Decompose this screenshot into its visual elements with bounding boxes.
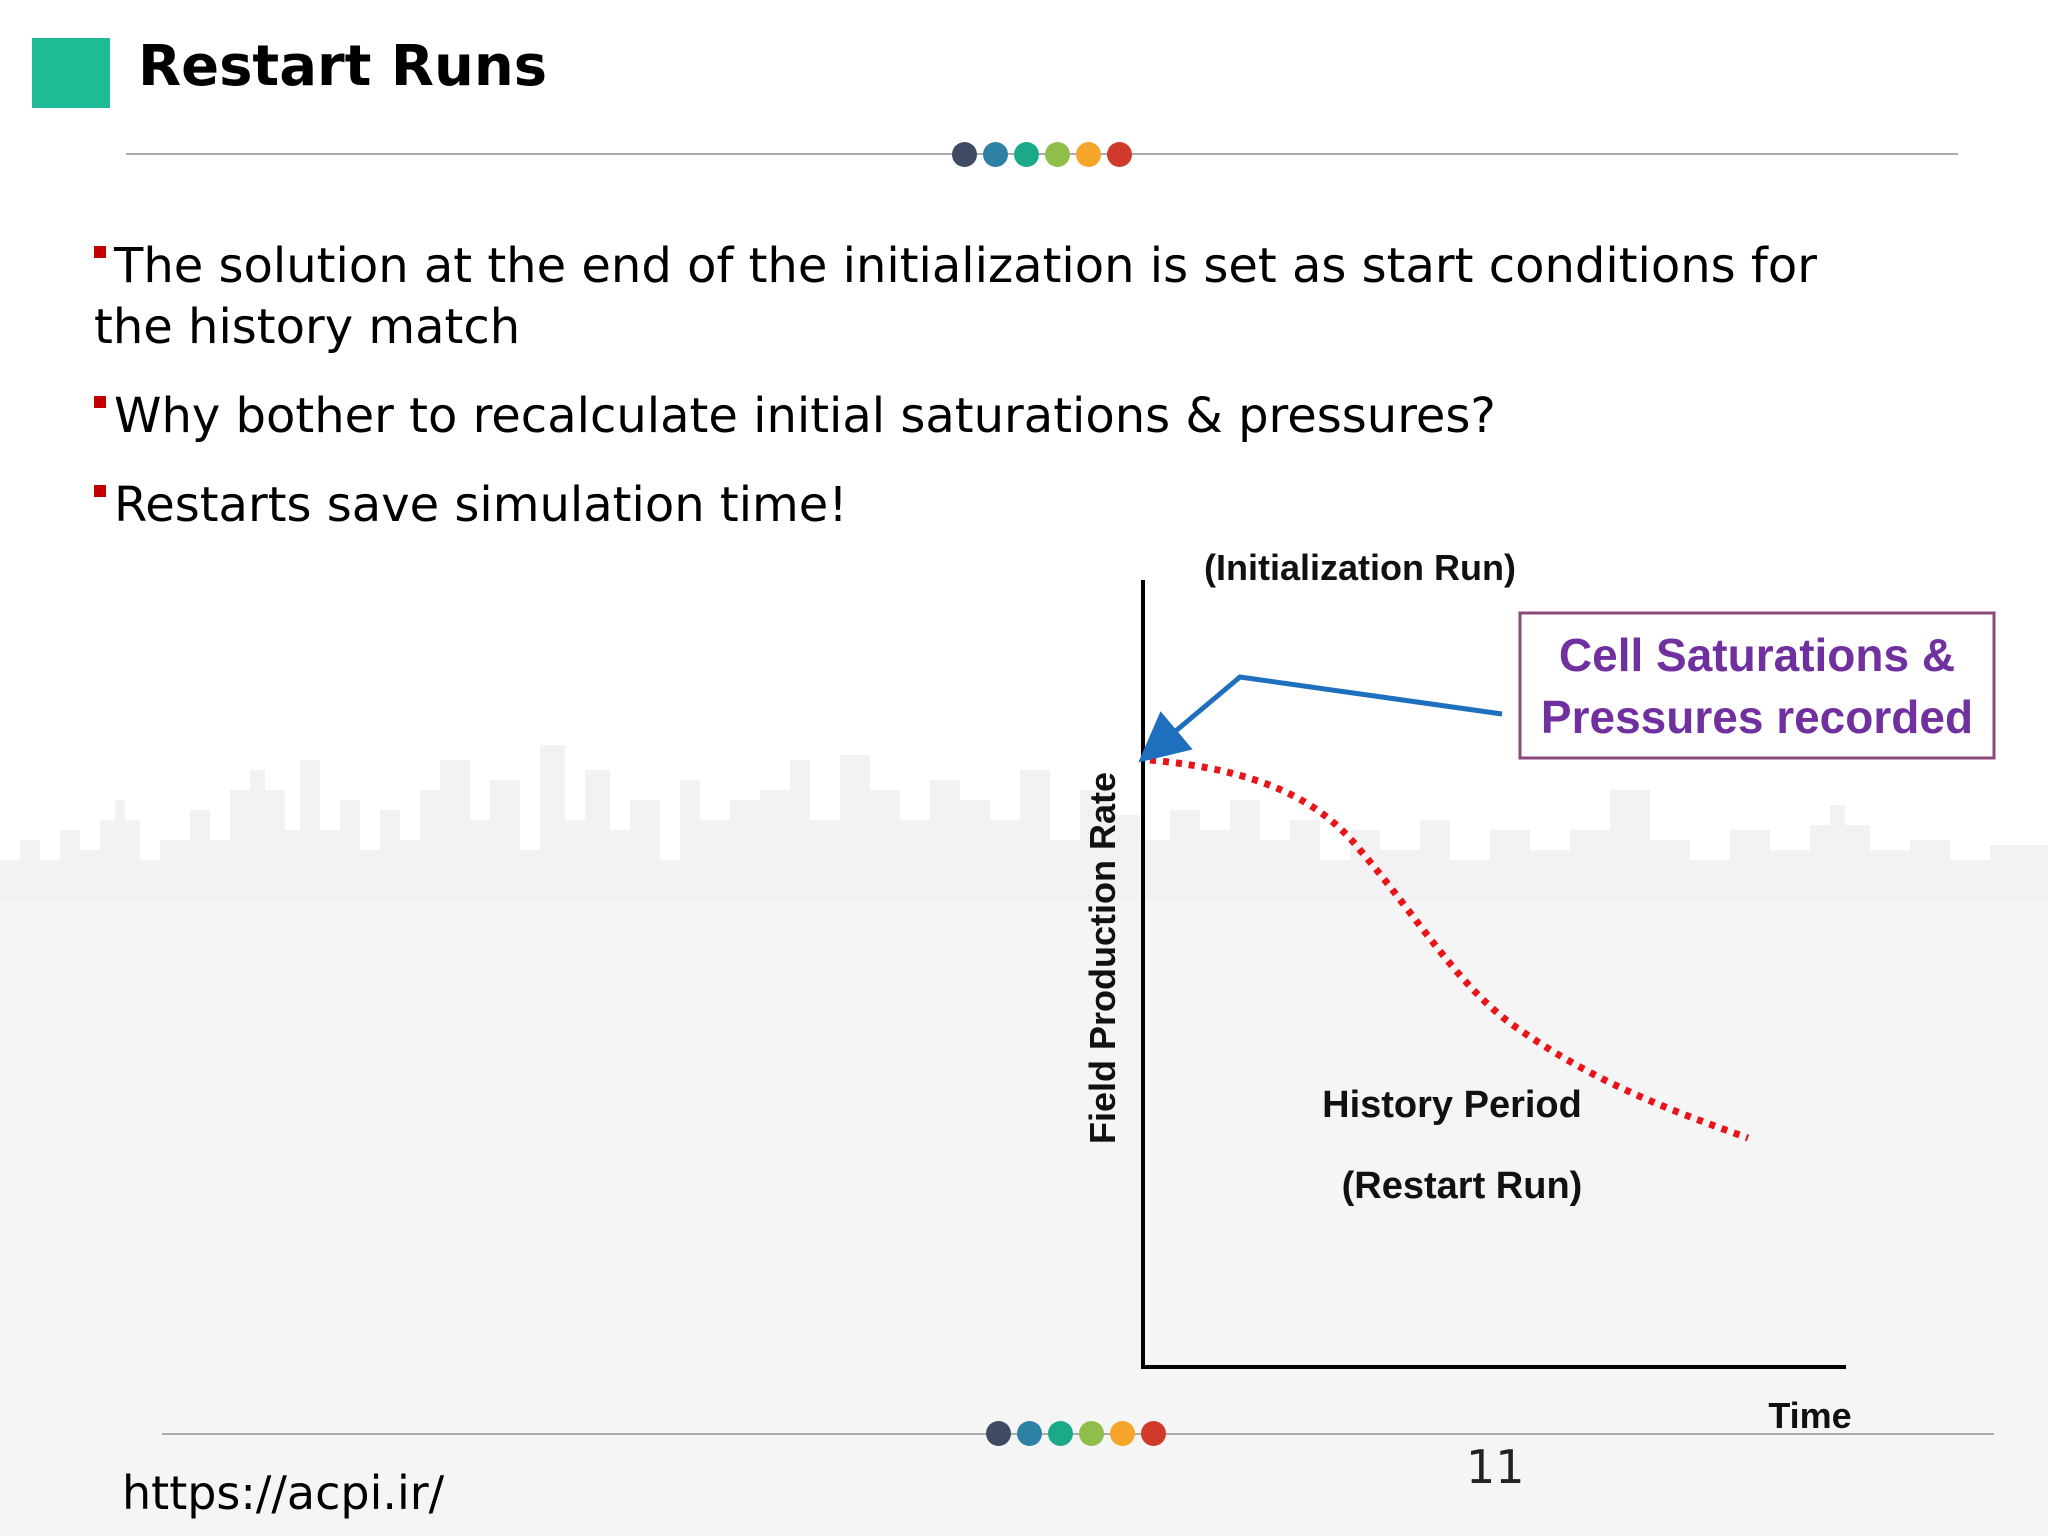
callout-arrow bbox=[1138, 674, 1503, 763]
divider-dot-icon bbox=[1110, 1421, 1135, 1446]
divider-dot-icon bbox=[986, 1421, 1011, 1446]
callout-text-line2: Pressures recorded bbox=[1541, 691, 1973, 743]
bullet-text: Restarts save simulation time! bbox=[114, 477, 848, 533]
bullet-marker-icon bbox=[94, 246, 106, 258]
divider-dot-icon bbox=[1045, 142, 1070, 167]
decline-curve bbox=[1149, 756, 1750, 1142]
bullet-list: The solution at the end of the initializ… bbox=[94, 236, 1894, 564]
divider-dot-icon bbox=[1107, 142, 1132, 167]
divider-dot-icon bbox=[1076, 142, 1101, 167]
bullet-text: The solution at the end of the initializ… bbox=[94, 238, 1817, 355]
bullet-item: Restarts save simulation time! bbox=[94, 475, 1894, 536]
y-axis-label: Field Production Rate bbox=[1082, 772, 1123, 1144]
header-divider bbox=[126, 153, 1958, 155]
footer-dots bbox=[986, 1421, 1166, 1446]
x-axis-label: Time bbox=[1768, 1395, 1851, 1436]
divider-dot-icon bbox=[952, 142, 977, 167]
divider-dot-icon bbox=[1141, 1421, 1166, 1446]
divider-dot-icon bbox=[1079, 1421, 1104, 1446]
init-run-label: (Initialization Run) bbox=[1204, 547, 1516, 588]
bullet-item: Why bother to recalculate initial satura… bbox=[94, 386, 1894, 447]
divider-dot-icon bbox=[1048, 1421, 1073, 1446]
slide-title: Restart Runs bbox=[138, 34, 548, 99]
bullet-item: The solution at the end of the initializ… bbox=[94, 236, 1894, 358]
bullet-marker-icon bbox=[94, 485, 106, 497]
header-dots bbox=[952, 142, 1132, 167]
divider-dot-icon bbox=[1014, 142, 1039, 167]
bullet-text: Why bother to recalculate initial satura… bbox=[114, 388, 1496, 444]
footer-divider bbox=[162, 1433, 1994, 1435]
footer-url[interactable]: https://acpi.ir/ bbox=[122, 1466, 445, 1520]
callout-box bbox=[1518, 611, 1996, 760]
title-accent-square bbox=[32, 38, 110, 108]
restart-run-label: (Restart Run) bbox=[1342, 1165, 1583, 1207]
page-number: 11 bbox=[1466, 1440, 1525, 1494]
bullet-marker-icon bbox=[94, 396, 106, 408]
history-period-label: History Period bbox=[1322, 1084, 1582, 1126]
callout-text-line1: Cell Saturations & bbox=[1559, 629, 1955, 681]
divider-dot-icon bbox=[1017, 1421, 1042, 1446]
divider-dot-icon bbox=[983, 142, 1008, 167]
